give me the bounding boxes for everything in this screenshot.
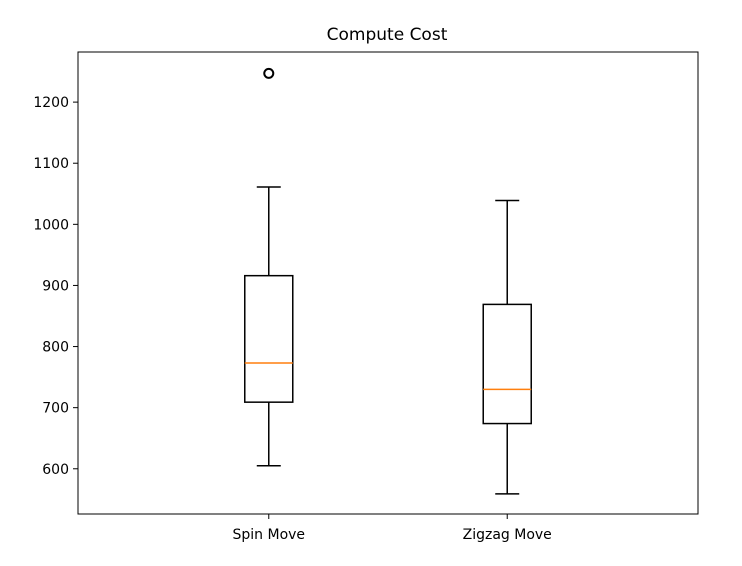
y-tick-label: 800 bbox=[42, 340, 69, 356]
y-tick-label: 1000 bbox=[33, 217, 69, 233]
plot-frame bbox=[77, 51, 699, 515]
iqr-box bbox=[482, 303, 532, 425]
y-tick-label: 1100 bbox=[33, 156, 69, 172]
chart-title: Compute Cost bbox=[327, 25, 448, 45]
x-tick-label: Spin Move bbox=[233, 527, 306, 543]
x-tick-label: Zigzag Move bbox=[463, 527, 552, 543]
y-tick-label: 900 bbox=[42, 278, 69, 294]
plot-area: 600 700 800 900 1000 1100 1200 Spin Move Zigzag … bbox=[33, 67, 552, 543]
y-tick-label: 600 bbox=[42, 462, 69, 478]
y-tick-label: 700 bbox=[42, 401, 69, 417]
iqr-box bbox=[244, 274, 294, 403]
y-tick-label: 1200 bbox=[33, 95, 69, 111]
outlier-point bbox=[263, 67, 275, 79]
